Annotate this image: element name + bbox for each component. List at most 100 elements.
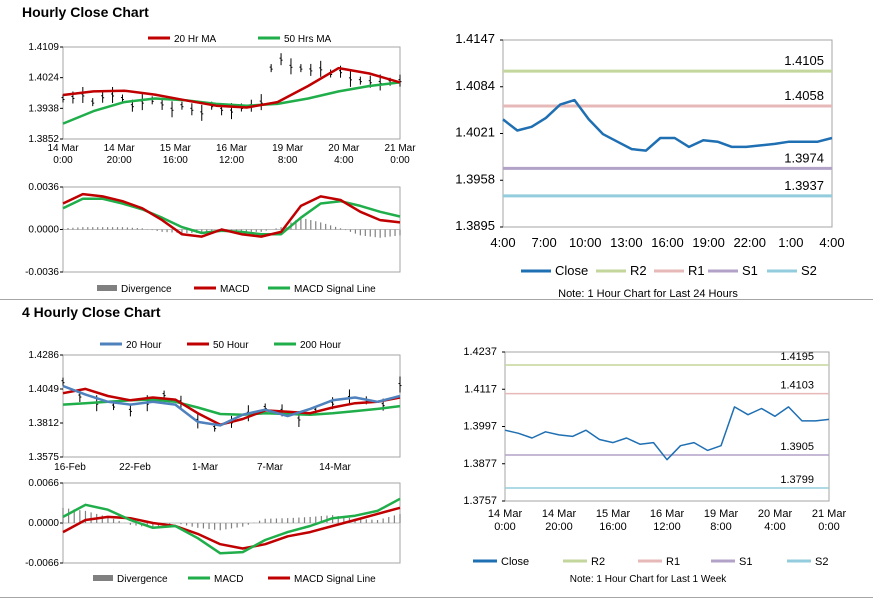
four-hourly-pivot-close-line [504, 406, 830, 461]
hourly-price-x-tick: 0:00 [390, 155, 410, 166]
hourly-pivot-x-tick: 4:00 [819, 235, 844, 250]
four-hourly-price-frame [62, 354, 401, 458]
four-hourly-pivot-x-tick: 14 Mar [542, 508, 577, 520]
four-hourly-macd-legend-divergence: Divergence [117, 574, 168, 585]
four-hourly-pivot-y-tick: 1.3997 [463, 421, 497, 433]
hourly-pivot-x-tick: 22:00 [733, 235, 766, 250]
hourly-pivot-r2-label: 1.4105 [784, 53, 824, 68]
hourly-pivot-x-tick: 10:00 [569, 235, 602, 250]
four-hourly-macd-legend-signal: MACD Signal Line [294, 574, 376, 585]
four-hourly-macd-line [62, 497, 401, 555]
hourly-price-frame [62, 46, 401, 140]
four-hourly-macd-signal-line [62, 506, 401, 550]
hourly-price-y-tick: 1.4109 [28, 42, 59, 53]
hourly-section-title: Hourly Close Chart [22, 4, 149, 20]
hourly-pivot-s1-label: 1.3974 [784, 150, 824, 165]
hourly-pivot-legend-close: Close [555, 263, 588, 278]
hourly-pivot-y-tick: 1.4021 [455, 125, 495, 140]
hourly-pivot-legend-r2: R2 [630, 263, 647, 278]
hourly-price-x-tick: 15 Mar [160, 143, 192, 154]
four-hourly-pivot-x-tick: 8:00 [710, 521, 731, 533]
four-hourly-price-x-tick: 16-Feb [54, 462, 86, 473]
hourly-pivot-x-tick: 4:00 [490, 235, 515, 250]
hourly-price-x-tick: 19 Mar [272, 143, 304, 154]
hourly-pivot-y-tick: 1.3895 [455, 218, 495, 233]
hourly-macd-line [62, 192, 401, 238]
four-hourly-ma20-line [62, 384, 401, 427]
hourly-price-x-tick: 0:00 [53, 155, 73, 166]
hourly-legend-20hr-ma: 20 Hr MA [174, 34, 217, 45]
four-hourly-ma200-line [62, 398, 401, 416]
four-hourly-section-title: 4 Hourly Close Chart [22, 304, 161, 320]
hourly-price-x-tick: 20:00 [107, 155, 132, 166]
four-hourly-macd-legend-divergence-swatch [93, 575, 113, 581]
four-hourly-macd-y-tick: 0.0066 [28, 478, 59, 489]
hourly-price-x-tick: 4:00 [334, 155, 354, 166]
hourly-price-y-tick: 1.4024 [28, 73, 59, 84]
four-hourly-price-x-tick: 7-Mar [257, 462, 284, 473]
hourly-pivot-x-tick: 16:00 [651, 235, 684, 250]
four-hourly-macd-y-tick: 0.0000 [28, 518, 59, 529]
four-hourly-pivot-y-tick: 1.4237 [463, 346, 497, 358]
four-hourly-pivot-note: Note: 1 Hour Chart for Last 1 Week [570, 574, 728, 585]
four-hourly-price-y-tick: 1.4049 [28, 384, 59, 395]
hourly-price-x-tick: 16 Mar [216, 143, 248, 154]
four-hourly-pivot-x-tick: 16 Mar [650, 508, 685, 520]
four-hourly-ma50-line [62, 387, 401, 426]
four-hourly-pivot-x-tick: 14 Mar [488, 508, 523, 520]
hourly-macd-legend-macd: MACD [220, 284, 249, 295]
hourly-macd-y-tick: 0.0036 [28, 182, 59, 193]
hourly-pivot-y-tick: 1.3958 [455, 171, 495, 186]
hourly-legend-50hrs-ma: 50 Hrs MA [284, 34, 332, 45]
four-hourly-pivot-x-tick: 16:00 [599, 521, 627, 533]
hourly-pivot-x-tick: 7:00 [531, 235, 556, 250]
hourly-macd-legend-divergence-swatch [97, 285, 117, 291]
four-hourly-macd-y-tick: -0.0066 [25, 558, 59, 569]
hourly-ma20-line [62, 66, 401, 109]
hourly-pivot-y-tick: 1.4084 [455, 78, 495, 93]
hourly-price-x-tick: 21 Mar [384, 143, 416, 154]
four-hourly-pivot-x-tick: 15 Mar [596, 508, 631, 520]
hourly-ma50-line [62, 81, 401, 125]
hourly-pivot-x-tick: 13:00 [610, 235, 643, 250]
four-hourly-pivot-legend-r2: R2 [591, 556, 605, 568]
hourly-price-x-tick: 16:00 [163, 155, 188, 166]
four-hourly-pivot-x-tick: 0:00 [818, 521, 839, 533]
hourly-macd-y-tick: 0.0000 [28, 225, 59, 236]
hourly-price-y-tick: 1.3938 [28, 103, 59, 114]
four-hourly-pivot-s1-label: 1.3905 [780, 441, 814, 453]
hourly-pivot-note: Note: 1 Hour Chart for Last 24 Hours [558, 288, 738, 300]
four-hourly-price-x-tick: 14-Mar [319, 462, 351, 473]
four-hourly-pivot-r1-label: 1.4103 [780, 380, 814, 392]
four-hourly-legend-20-hour: 20 Hour [126, 340, 162, 351]
four-hourly-pivot-x-tick: 0:00 [494, 521, 515, 533]
hourly-price-x-tick: 8:00 [278, 155, 298, 166]
four-hourly-pivot-x-tick: 20 Mar [758, 508, 793, 520]
four-hourly-pivot-legend-s1: S1 [739, 556, 752, 568]
four-hourly-pivot-y-tick: 1.3877 [463, 458, 497, 470]
hourly-pivot-close-line [502, 98, 833, 152]
hourly-macd-y-tick: -0.0036 [25, 267, 59, 278]
four-hourly-legend-50-hour: 50 Hour [213, 340, 249, 351]
four-hourly-price-x-tick: 22-Feb [119, 462, 151, 473]
hourly-pivot-x-tick: 1:00 [778, 235, 803, 250]
four-hourly-pivot-s2-label: 1.3799 [780, 474, 814, 486]
section-divider [0, 299, 873, 300]
four-hourly-price-y-tick: 1.3812 [28, 418, 59, 429]
four-hourly-price-x-tick: 1-Mar [192, 462, 219, 473]
hourly-pivot-legend-s1: S1 [742, 263, 758, 278]
hourly-price-x-tick: 14 Mar [104, 143, 136, 154]
four-hourly-pivot-x-tick: 20:00 [545, 521, 573, 533]
hourly-pivot-x-tick: 19:00 [692, 235, 725, 250]
four-hourly-pivot-x-tick: 19 Mar [704, 508, 739, 520]
four-hourly-pivot-legend-r1: R1 [666, 556, 680, 568]
hourly-pivot-legend-r1: R1 [688, 263, 705, 278]
hourly-price-x-tick: 12:00 [219, 155, 244, 166]
four-hourly-pivot-legend-close: Close [501, 556, 529, 568]
hourly-price-y-tick: 1.3852 [28, 134, 59, 145]
four-hourly-pivot-y-tick: 1.4117 [464, 383, 497, 395]
hourly-price-x-tick: 20 Mar [328, 143, 360, 154]
hourly-pivot-legend-s2: S2 [801, 263, 817, 278]
four-hourly-price-y-tick: 1.4286 [28, 350, 59, 361]
